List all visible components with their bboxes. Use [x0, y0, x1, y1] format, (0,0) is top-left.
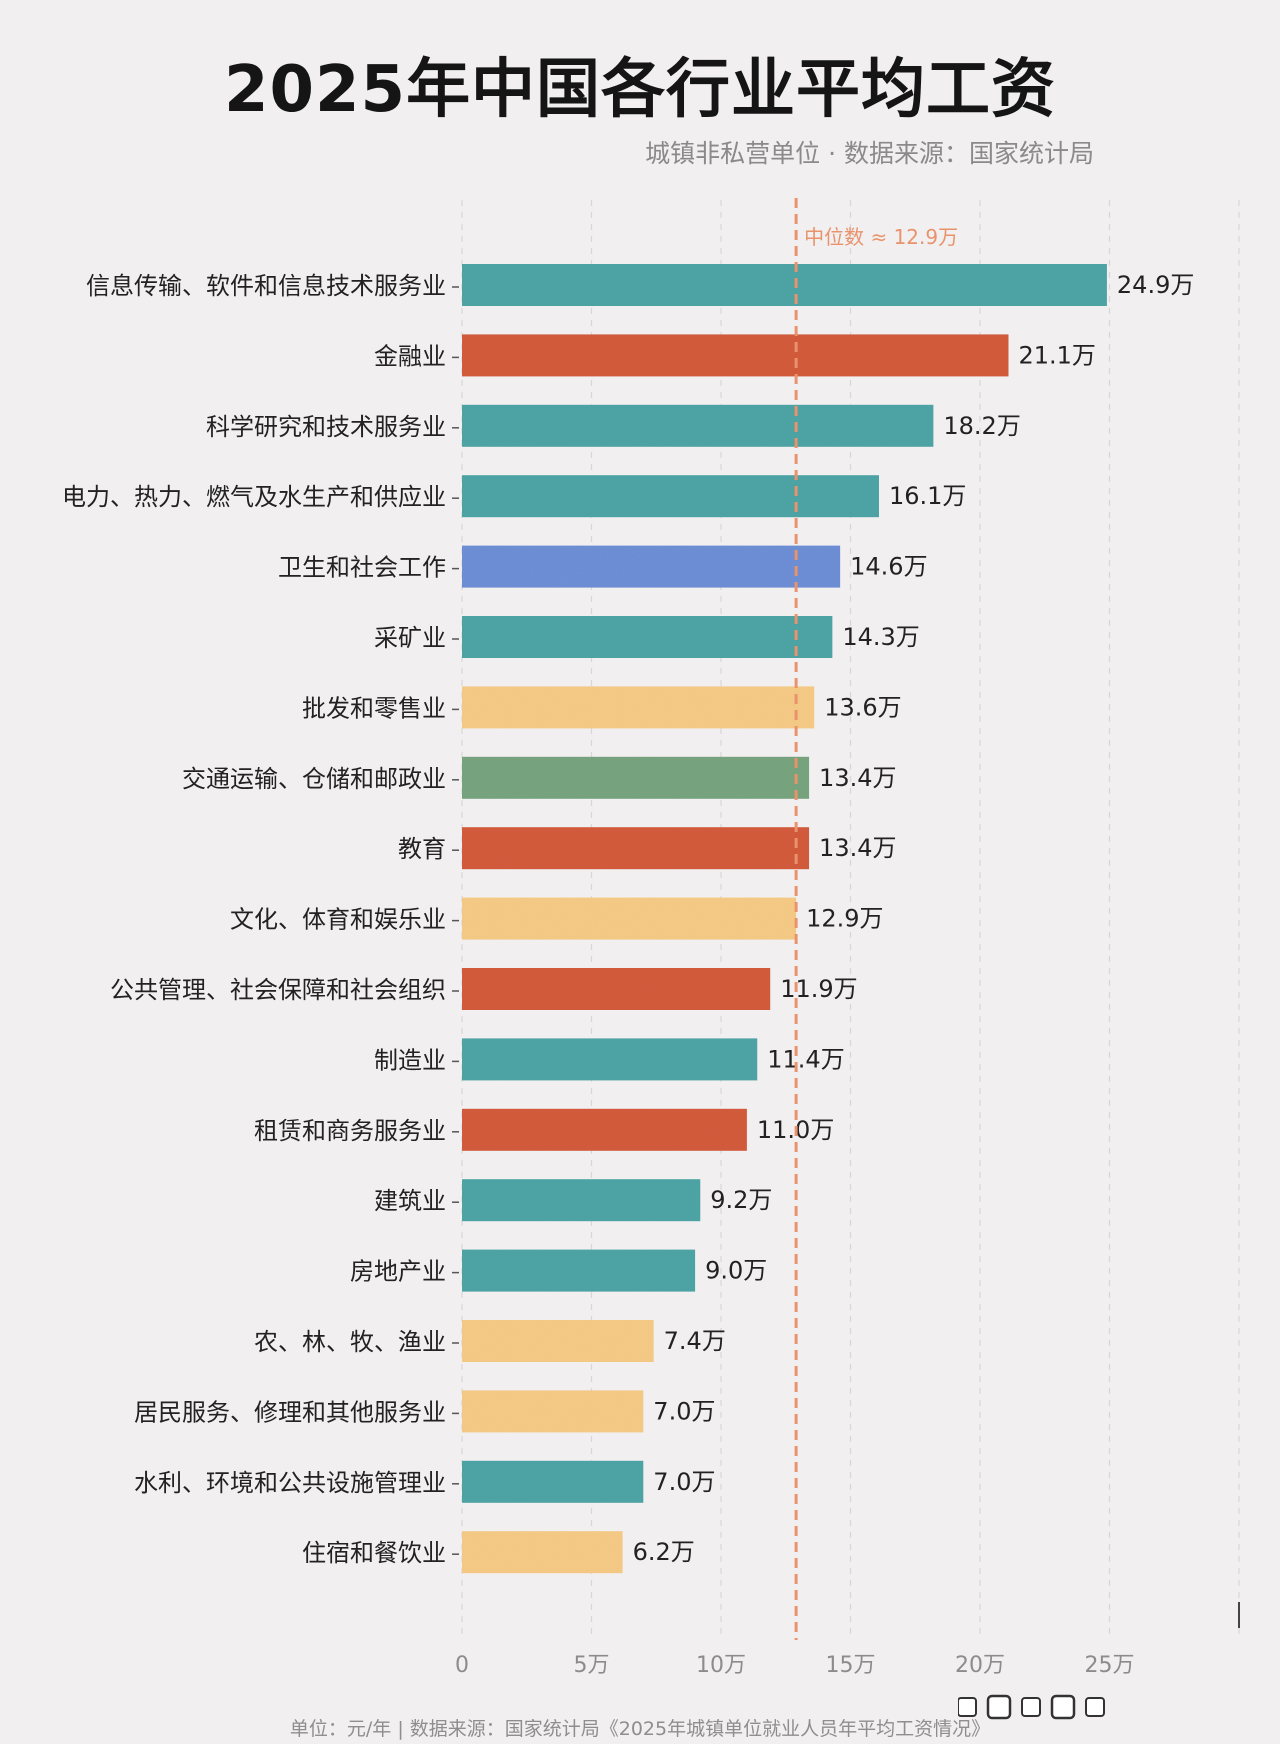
bar: [462, 616, 833, 658]
value-label: 9.2万: [710, 1186, 772, 1214]
category-label: 金融业: [374, 342, 446, 370]
category-label: 公共管理、社会保障和社会组织: [110, 976, 446, 1004]
value-label: 14.3万: [842, 623, 919, 651]
category-label: 住宿和餐饮业: [302, 1539, 446, 1567]
category-label: 文化、体育和娱乐业: [230, 906, 446, 934]
bar: [462, 545, 841, 588]
x-tick-label: 25万: [1085, 1653, 1135, 1678]
bar: [462, 1320, 654, 1362]
chart-subtitle: 城镇非私营单位 · 数据来源：国家统计局: [645, 139, 1094, 168]
category-label: 水利、环境和公共设施管理业: [134, 1469, 446, 1497]
bar: [462, 1531, 623, 1574]
x-tick-label: 20万: [955, 1653, 1005, 1678]
bar: [462, 1038, 758, 1081]
category-label: 电力、热力、燃气及水生产和供应业: [62, 483, 446, 511]
value-label: 16.1万: [889, 482, 966, 510]
value-label: 13.4万: [819, 834, 896, 862]
category-label: 信息传输、软件和信息技术服务业: [86, 272, 446, 300]
value-label: 13.6万: [824, 693, 901, 721]
bar: [462, 1390, 644, 1433]
value-label: 9.0万: [705, 1257, 767, 1285]
bar: [462, 1179, 701, 1222]
category-label: 居民服务、修理和其他服务业: [134, 1398, 446, 1426]
bar: [462, 404, 934, 447]
value-label: 7.0万: [653, 1468, 715, 1496]
value-label: 18.2万: [943, 412, 1020, 440]
category-label: 制造业: [374, 1046, 446, 1074]
bar: [462, 897, 797, 940]
x-tick-label: 10万: [696, 1653, 746, 1678]
x-tick-label: 5万: [574, 1653, 610, 1678]
bar: [462, 827, 810, 870]
category-label: 建筑业: [374, 1187, 446, 1215]
value-label: 13.4万: [819, 764, 896, 792]
bar: [462, 756, 810, 799]
x-tick-label: 15万: [826, 1653, 876, 1678]
category-label: 租赁和商务服务业: [254, 1117, 446, 1145]
category-label: 科学研究和技术服务业: [206, 413, 446, 441]
bar: [462, 475, 879, 518]
bar: [462, 968, 771, 1010]
category-label: 交通运输、仓储和邮政业: [182, 765, 446, 793]
category-label: 批发和零售业: [302, 694, 446, 722]
chart-footer: 单位：元/年 | 数据来源：国家统计局《2025年城镇单位就业人员年平均工资情况…: [289, 1718, 991, 1740]
value-label: 24.9万: [1117, 271, 1194, 299]
value-label: 7.4万: [664, 1327, 726, 1355]
median-label: 中位数 ≈ 12.9万: [804, 225, 958, 249]
chart-title: 2025年中国各行业平均工资: [223, 53, 1057, 127]
category-label: 教育: [398, 835, 446, 863]
value-label: 7.0万: [653, 1397, 715, 1425]
x-tick-label: 0: [455, 1653, 469, 1678]
watermark-logo: [958, 1694, 1105, 1720]
value-label: 11.4万: [767, 1045, 844, 1073]
value-label: 12.9万: [806, 905, 883, 933]
bar: [462, 264, 1107, 306]
bar: [462, 1249, 696, 1292]
bar: [462, 1460, 644, 1503]
value-label: 21.1万: [1018, 341, 1095, 369]
bar: [462, 1108, 747, 1151]
category-label: 房地产业: [350, 1258, 446, 1286]
value-label: 14.6万: [850, 553, 927, 581]
category-label: 卫生和社会工作: [278, 554, 446, 582]
value-label: 11.9万: [780, 975, 857, 1003]
category-label: 采矿业: [374, 624, 446, 652]
value-label: 6.2万: [633, 1538, 695, 1566]
bar: [462, 334, 1009, 377]
category-label: 农、林、牧、渔业: [254, 1328, 446, 1356]
bar: [462, 686, 815, 729]
